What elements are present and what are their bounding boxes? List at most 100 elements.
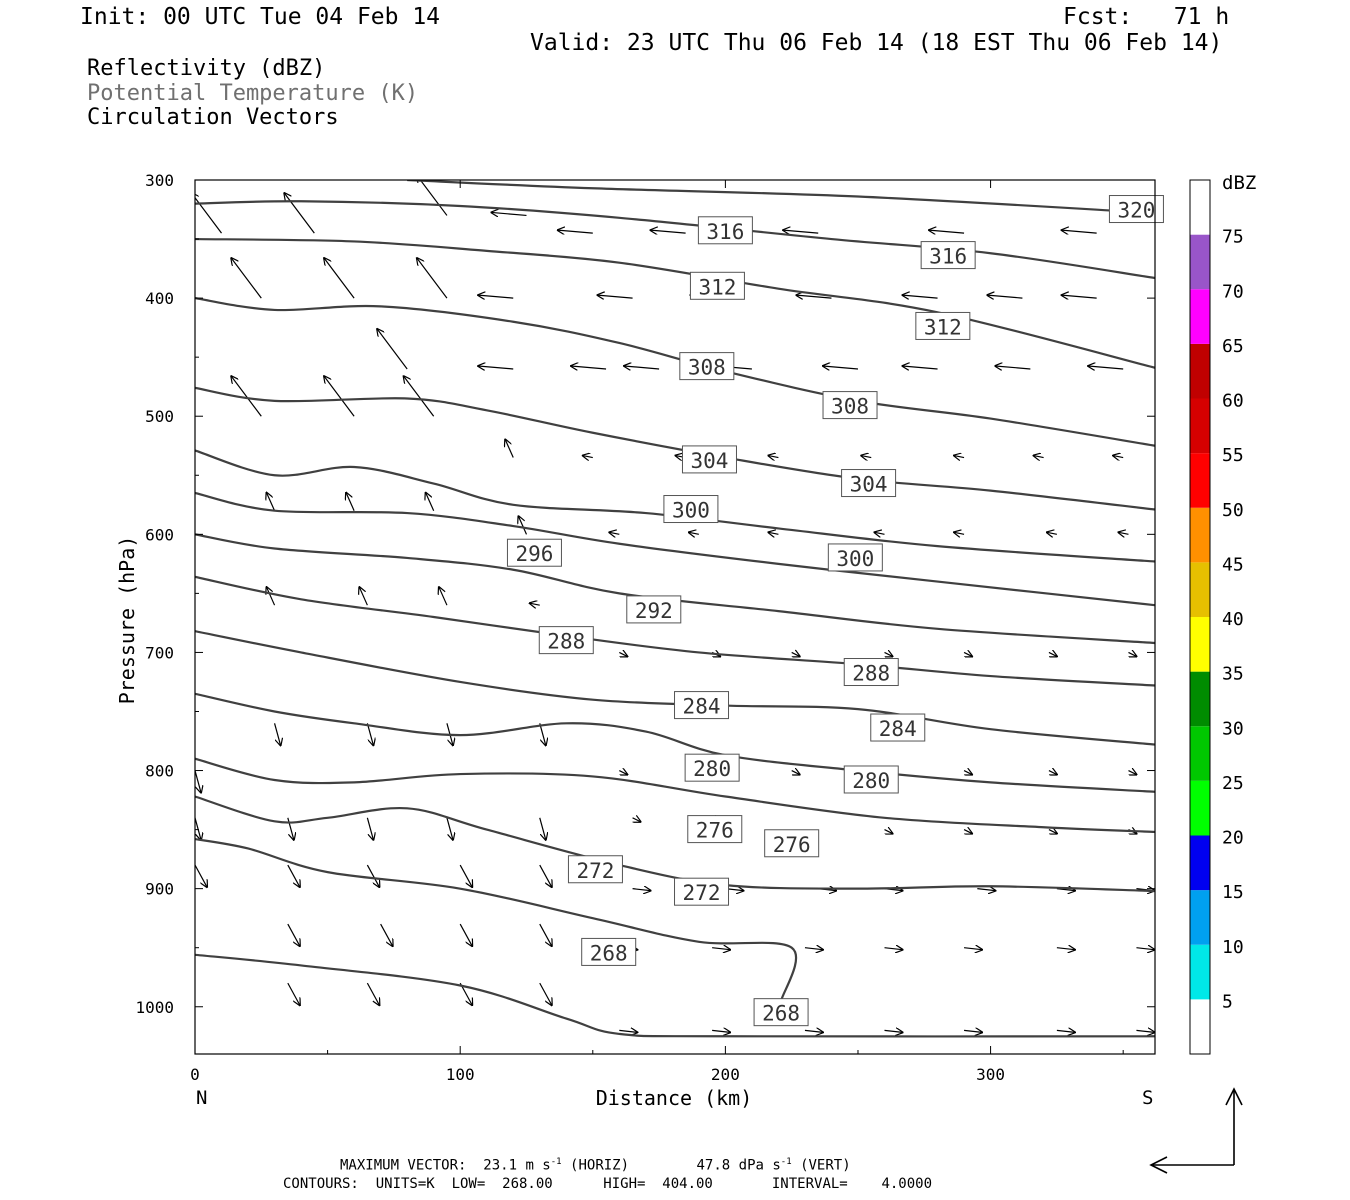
y-tick-label: 500 (145, 407, 174, 426)
legend-potential-temperature: Potential Temperature (K) (87, 81, 419, 106)
colorbar-level-label: 5 (1222, 991, 1233, 1012)
colorbar-level-label: 60 (1222, 391, 1244, 412)
y-tick-label: 600 (145, 525, 174, 544)
contour-label-box (538, 626, 594, 655)
theta-contour-line (195, 297, 1155, 447)
valid-time-label: Valid: 23 UTC Thu 06 Feb 14 (18 EST Thu … (530, 30, 1223, 56)
colorbar-frame (1189, 179, 1211, 1055)
circulation-vector (977, 889, 995, 891)
circulation-vector (1128, 652, 1136, 656)
y-tick-label: 700 (145, 643, 174, 662)
contour-label-box (674, 691, 730, 720)
contour-label-box (684, 753, 740, 782)
plot-frame (194, 179, 1156, 1055)
contour-label: 272 (683, 881, 721, 905)
contour-label: 280 (852, 769, 890, 793)
contour-label-box (679, 352, 735, 381)
circulation-vector (619, 771, 627, 775)
colorbar-level-label: 15 (1222, 882, 1244, 903)
vert-tag: (VERT) (800, 1157, 851, 1174)
circulation-vector (632, 889, 651, 891)
colorbar-level-label: 35 (1222, 664, 1244, 685)
circulation-vector (426, 493, 435, 511)
circulation-vector (583, 456, 593, 458)
circulation-vector (903, 295, 938, 298)
circulation-vector (712, 948, 730, 950)
colorbar-swatch (1190, 617, 1210, 672)
circulation-vector (404, 376, 435, 417)
theta-contour-line (195, 953, 1155, 1038)
circulation-vector (768, 532, 779, 534)
colorbar-swatch (1190, 234, 1210, 290)
vert-value: 47.8 (696, 1157, 731, 1174)
circulation-vector (1048, 771, 1057, 775)
colorbar-level-label: 30 (1222, 718, 1244, 739)
circulation-vector (1048, 830, 1057, 834)
circulation-vector (324, 258, 355, 299)
circulation-vector (903, 366, 938, 369)
circulation-vector (598, 295, 633, 298)
circulation-vector (491, 212, 527, 215)
contour-label: 280 (693, 757, 731, 781)
circulation-vector (539, 817, 546, 840)
contour-labels: 320 316 316 312 312 308 308 304 304 300 300 296 292 2… (506, 195, 1164, 1027)
circulation-vector (796, 295, 832, 298)
theta-contour-line (195, 533, 1155, 645)
contour-label-box (915, 311, 971, 340)
x-axis-title: Distance (km) (596, 1086, 753, 1110)
circulation-vector (823, 366, 859, 369)
y-tick-label: 800 (145, 762, 174, 781)
circulation-vector (267, 493, 276, 511)
contour-label: 316 (706, 220, 744, 244)
circulation-vector (231, 258, 262, 299)
circulation-vector (1136, 948, 1154, 950)
circulation-vector (195, 864, 207, 887)
colorbar-level-label: 70 (1222, 281, 1244, 302)
circulation-vector (231, 376, 262, 417)
circulation-vector (539, 723, 546, 745)
circulation-vector (963, 1030, 982, 1032)
horiz-tag: (HORIZ) (570, 1157, 630, 1174)
circulation-vector (530, 603, 540, 605)
theta-contour-line (407, 180, 1155, 215)
circulation-vector (284, 193, 315, 234)
circulation-vector (963, 830, 972, 834)
circulation-vector (791, 652, 800, 656)
circulation-vector (954, 456, 965, 458)
circulation-vector (346, 493, 355, 511)
circulation-vector (273, 723, 281, 745)
circulation-vector (954, 532, 965, 534)
circulation-vector (478, 295, 514, 298)
theta-contour-line (195, 837, 798, 1002)
colorbar-level-label: 10 (1222, 937, 1244, 958)
colorbar-level-label: 50 (1222, 500, 1244, 521)
circulation-vector (624, 366, 660, 369)
circulation-vector (1062, 230, 1097, 233)
contour-label: 312 (924, 315, 962, 339)
circulation-vector (619, 652, 627, 656)
circulation-vector (439, 587, 448, 606)
legend-circulation-vectors: Circulation Vectors (87, 105, 339, 130)
circulation-vector (505, 440, 514, 458)
circulation-vector (1113, 456, 1124, 458)
contour-label: 276 (773, 833, 811, 857)
circulation-vector (875, 532, 885, 534)
circulation-vector (791, 771, 800, 775)
theta-contour-line (195, 630, 1155, 746)
circulation-vector (366, 723, 373, 745)
legend-reflectivity: Reflectivity (dBZ) (87, 56, 326, 81)
circulation-vector (963, 771, 972, 775)
colorbar-swatch (1190, 343, 1210, 399)
contour-label: 284 (683, 695, 721, 719)
circulation-vector (478, 366, 514, 369)
maximum-vector-line: MAXIMUM VECTOR: 23.1 m s-1 (HORIZ) 47.8 … (340, 1157, 851, 1174)
contour-label: 276 (696, 819, 734, 843)
colorbar-swatch (1190, 398, 1210, 454)
circulation-vector (326, 180, 328, 181)
contour-label: 296 (515, 542, 553, 566)
colorbar-unit: dBZ (1222, 172, 1256, 194)
circulation-vector (1056, 1030, 1075, 1032)
horiz-value: 23.1 (483, 1157, 518, 1174)
circulation-vector (712, 1030, 730, 1032)
colorbar-level-label: 55 (1222, 445, 1244, 466)
